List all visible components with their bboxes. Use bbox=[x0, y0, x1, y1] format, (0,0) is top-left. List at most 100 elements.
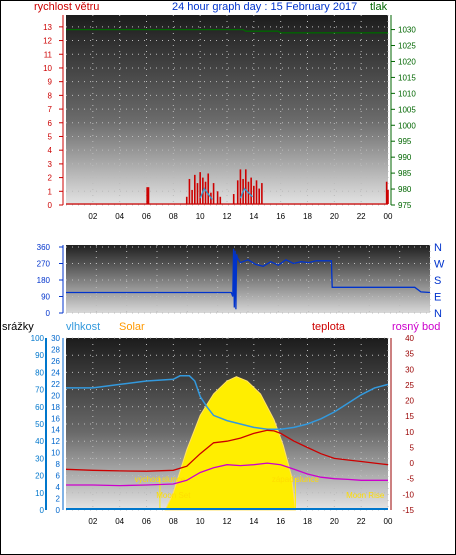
sun-annotation: západ slunce bbox=[272, 475, 320, 484]
left-axis-tick-label: 10 bbox=[43, 64, 52, 73]
left-axis-tick-label: 3 bbox=[48, 160, 53, 169]
humidity-tick-label: 22 bbox=[51, 380, 60, 389]
humidity-tick-label: 24 bbox=[51, 368, 60, 377]
direction-tick-label: 0 bbox=[46, 309, 51, 318]
solar-area bbox=[164, 376, 296, 511]
x-axis-tick-label: 12 bbox=[223, 517, 232, 526]
humidity-tick-label: 12 bbox=[51, 437, 60, 446]
x-axis-tick-label: 04 bbox=[115, 212, 124, 221]
chart1-left-title: rychlost větru bbox=[34, 1, 99, 13]
x-axis-tick-label: 06 bbox=[142, 212, 151, 221]
rain-tick-label: 30 bbox=[35, 454, 44, 463]
x-axis-tick-label: 16 bbox=[276, 517, 285, 526]
humidity-tick-label: 14 bbox=[51, 426, 60, 435]
temperature-tick-label: 10 bbox=[405, 428, 414, 437]
right-axis-tick-label: 995 bbox=[398, 137, 412, 146]
x-axis-tick-label: 06 bbox=[142, 517, 151, 526]
x-axis-tick-label: 10 bbox=[196, 517, 205, 526]
temperature-tick-label: 30 bbox=[405, 365, 414, 374]
compass-label: N bbox=[434, 242, 442, 254]
chart3-humidity-title: vlhkost bbox=[66, 321, 100, 333]
left-axis-tick-label: 9 bbox=[48, 78, 53, 87]
compass-label: N bbox=[434, 308, 442, 320]
right-axis-tick-label: 1030 bbox=[398, 26, 416, 35]
direction-tick-label: 180 bbox=[37, 276, 51, 285]
humidity-tick-label: 20 bbox=[51, 391, 60, 400]
x-axis-tick-label: 14 bbox=[249, 517, 258, 526]
chart3-solar-title: Solar bbox=[119, 321, 145, 333]
right-axis-tick-label: 1010 bbox=[398, 89, 416, 98]
right-axis-tick-label: 1005 bbox=[398, 105, 416, 114]
chart1-right-title: tlak bbox=[370, 1, 388, 13]
x-axis-tick-label: 00 bbox=[384, 517, 393, 526]
chart3-dewpoint-title: rosný bod bbox=[392, 321, 440, 333]
x-axis-tick-label: 20 bbox=[330, 212, 339, 221]
rain-tick-label: 10 bbox=[35, 489, 44, 498]
temperature-tick-label: 40 bbox=[405, 334, 414, 343]
wind-direction-line bbox=[66, 248, 431, 310]
rain-tick-label: 80 bbox=[35, 368, 44, 377]
left-axis-tick-label: 7 bbox=[48, 105, 53, 114]
temperature-tick-label: -5 bbox=[407, 475, 415, 484]
direction-tick-label: 90 bbox=[41, 293, 50, 302]
humidity-tick-label: 2 bbox=[56, 495, 61, 504]
left-axis-tick-label: 4 bbox=[48, 146, 53, 155]
rain-tick-label: 20 bbox=[35, 472, 44, 481]
x-axis-tick-label: 18 bbox=[303, 517, 312, 526]
x-axis-tick-label: 04 bbox=[115, 517, 124, 526]
right-axis-tick-label: 990 bbox=[398, 153, 412, 162]
x-axis-tick-label: 18 bbox=[303, 212, 312, 221]
chart2-plot-area bbox=[66, 245, 430, 313]
compass-label: E bbox=[434, 292, 441, 304]
chart1-center-title: 24 hour graph day : 15 February 2017 bbox=[172, 1, 357, 13]
left-axis-tick-label: 5 bbox=[48, 132, 53, 141]
humidity-tick-label: 26 bbox=[51, 357, 60, 366]
humidity-tick-label: 0 bbox=[56, 506, 61, 515]
x-axis-tick-label: 22 bbox=[357, 212, 366, 221]
rain-tick-label: 60 bbox=[35, 403, 44, 412]
left-axis-tick-label: 6 bbox=[48, 119, 53, 128]
left-axis-tick-label: 1 bbox=[48, 187, 53, 196]
humidity-tick-label: 16 bbox=[51, 414, 60, 423]
x-axis-tick-label: 22 bbox=[357, 517, 366, 526]
sun-annotation: východ slunce bbox=[135, 475, 186, 484]
rain-tick-label: 100 bbox=[31, 334, 45, 343]
moon-annotation: Moon Rise bbox=[346, 491, 385, 500]
left-axis-tick-label: 0 bbox=[48, 201, 53, 210]
right-axis-tick-label: 1025 bbox=[398, 42, 416, 51]
temperature-tick-label: 5 bbox=[410, 443, 415, 452]
temperature-tick-label: 0 bbox=[410, 459, 415, 468]
x-axis-tick-label: 02 bbox=[88, 212, 97, 221]
left-axis-tick-label: 2 bbox=[48, 174, 53, 183]
temperature-tick-label: -10 bbox=[402, 490, 414, 499]
temperature-line bbox=[65, 429, 389, 472]
x-axis-tick-label: 00 bbox=[384, 212, 393, 221]
rain-tick-label: 0 bbox=[40, 506, 45, 515]
compass-label: W bbox=[434, 259, 445, 271]
x-axis-tick-label: 14 bbox=[249, 212, 258, 221]
temperature-tick-label: 15 bbox=[405, 412, 414, 421]
temperature-tick-label: 25 bbox=[405, 381, 414, 390]
humidity-tick-label: 6 bbox=[56, 472, 61, 481]
x-axis-tick-label: 02 bbox=[88, 517, 97, 526]
rain-tick-label: 70 bbox=[35, 386, 44, 395]
right-axis-tick-label: 975 bbox=[398, 201, 412, 210]
x-axis-tick-label: 12 bbox=[223, 212, 232, 221]
right-axis-tick-label: 980 bbox=[398, 185, 412, 194]
humidity-tick-label: 18 bbox=[51, 403, 60, 412]
compass-label: S bbox=[434, 275, 441, 287]
x-axis-tick-label: 08 bbox=[169, 212, 178, 221]
right-axis-tick-label: 985 bbox=[398, 169, 412, 178]
moon-annotation: Moon Set bbox=[156, 491, 191, 500]
direction-tick-label: 360 bbox=[37, 243, 51, 252]
gust-line-2 bbox=[239, 187, 253, 199]
direction-tick-label: 270 bbox=[37, 260, 51, 269]
x-axis-tick-label: 10 bbox=[196, 212, 205, 221]
x-axis-tick-label: 08 bbox=[169, 517, 178, 526]
right-axis-tick-label: 1000 bbox=[398, 121, 416, 130]
humidity-tick-label: 28 bbox=[51, 345, 60, 354]
left-axis-tick-label: 8 bbox=[48, 91, 53, 100]
left-axis-tick-label: 12 bbox=[43, 37, 52, 46]
rain-tick-label: 40 bbox=[35, 437, 44, 446]
